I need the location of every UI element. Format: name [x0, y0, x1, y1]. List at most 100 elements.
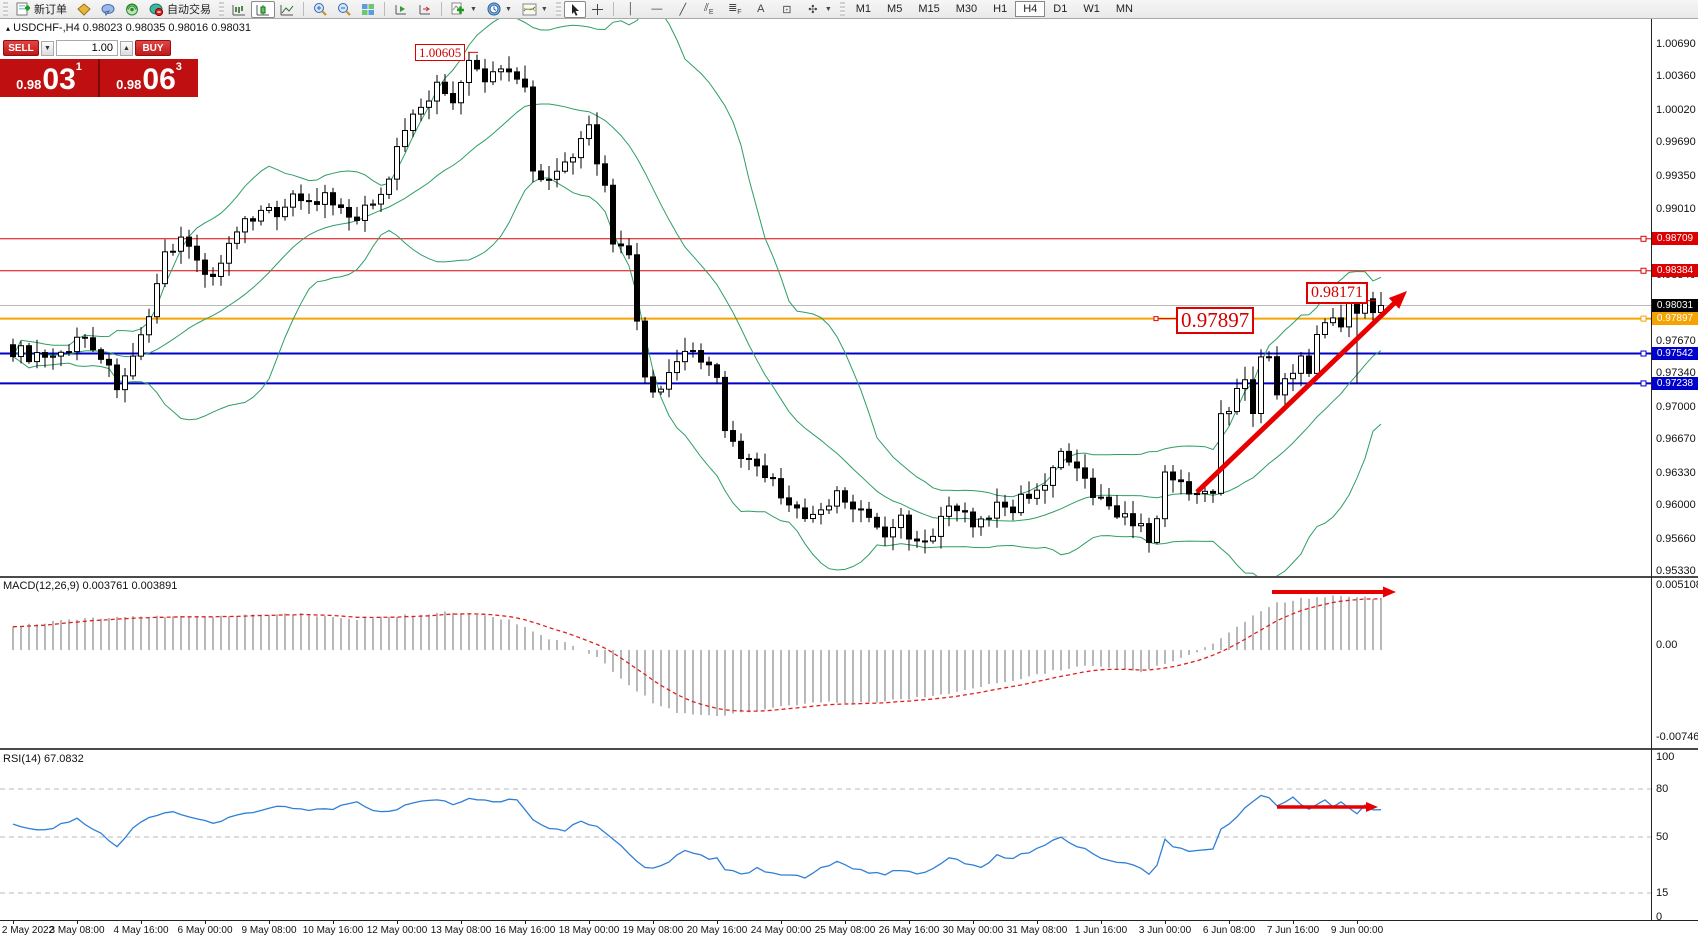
- periods-button[interactable]: ▼: [482, 1, 517, 18]
- volume-input[interactable]: [56, 40, 118, 56]
- swing-high-label[interactable]: 1.00605: [415, 44, 466, 61]
- line-chart-button[interactable]: [275, 1, 299, 18]
- profile-button[interactable]: [72, 1, 96, 18]
- time-label: 25 May 08:00: [814, 925, 876, 936]
- candle-chart-button[interactable]: [251, 0, 275, 18]
- vline-icon: │: [627, 3, 635, 15]
- cursor-icon: [571, 3, 579, 16]
- text-tool-button[interactable]: A: [748, 1, 774, 18]
- bollinger-upper-band: [12, 19, 1382, 498]
- arrows-tool-button[interactable]: ✣ ▼: [800, 1, 837, 18]
- zoom-out-button[interactable]: [332, 1, 356, 18]
- time-tick: [461, 921, 462, 924]
- time-axis[interactable]: 2 May 2022 3 May 08:00 4 May 16:00 6 May 00…: [0, 920, 1698, 940]
- autotrade-button[interactable]: 自动交易: [144, 1, 216, 18]
- pivot-price-label[interactable]: 0.97897: [1176, 307, 1255, 334]
- cursor-tool-button[interactable]: [563, 0, 586, 18]
- candle: [90, 337, 96, 351]
- volume-down-button[interactable]: ▼: [41, 40, 54, 56]
- timeframe-mn[interactable]: MN: [1115, 3, 1133, 15]
- level-badge-0.97238: 0.97238: [1652, 376, 1698, 390]
- indicators-button[interactable]: ▼: [446, 1, 482, 18]
- candle: [1170, 471, 1176, 481]
- timeframe-m15[interactable]: M15: [918, 3, 940, 15]
- candle: [274, 206, 280, 218]
- candle: [890, 527, 896, 538]
- timeframe-m1[interactable]: M1: [855, 3, 872, 15]
- rsi-separator[interactable]: [0, 748, 1698, 750]
- candle: [186, 236, 192, 247]
- candle: [218, 262, 224, 277]
- buy-button[interactable]: BUY: [135, 40, 171, 56]
- buy-price[interactable]: 0.98 06 3: [100, 59, 198, 97]
- volume-up-button[interactable]: ▲: [120, 40, 133, 56]
- candle: [266, 206, 272, 211]
- candle: [970, 511, 976, 528]
- crosshair-tool-button[interactable]: [586, 1, 609, 18]
- candle: [194, 245, 200, 261]
- candle: [338, 204, 344, 208]
- time-label: 2 May 2022: [1, 925, 55, 936]
- candle: [514, 71, 520, 80]
- candle: [954, 505, 960, 512]
- symbol-timeframe: USDCHF-,H4: [13, 22, 80, 34]
- label-tool-button[interactable]: ⊡: [774, 1, 800, 18]
- macd-separator[interactable]: [0, 576, 1698, 578]
- sell-button[interactable]: SELL: [3, 40, 39, 56]
- candle: [66, 351, 72, 354]
- candle: [1098, 496, 1104, 499]
- candle: [834, 490, 840, 507]
- vline-tool-button[interactable]: │: [618, 1, 644, 18]
- price-tick: 0.97000: [1656, 400, 1696, 413]
- trend-arrow-shaft[interactable]: [1195, 300, 1397, 494]
- sell-price-sup: 1: [75, 61, 82, 73]
- new-order-button[interactable]: 新订单: [11, 1, 72, 18]
- timeframe-m30[interactable]: M30: [955, 3, 978, 15]
- timeframe-m5[interactable]: M5: [887, 3, 903, 15]
- time-label: 7 Jun 16:00: [1266, 925, 1320, 936]
- candle: [1050, 467, 1056, 486]
- timeframe-d1[interactable]: D1: [1053, 3, 1068, 15]
- target-price-label[interactable]: 0.98171: [1306, 282, 1368, 304]
- timeframe-h4[interactable]: H4: [1015, 1, 1046, 17]
- bar-chart-button[interactable]: [227, 1, 251, 18]
- time-tick: [525, 921, 526, 924]
- price-axis-line: [1651, 19, 1652, 920]
- timeframe-h1[interactable]: H1: [993, 3, 1008, 15]
- price-tick: 0.97670: [1656, 334, 1696, 347]
- signal-button[interactable]: [120, 1, 144, 18]
- auto-scroll-button[interactable]: [389, 1, 413, 18]
- trendline-tool-button[interactable]: ╱: [670, 1, 696, 18]
- time-tick: [205, 921, 206, 924]
- chart-shift-button[interactable]: [413, 1, 437, 18]
- time-tick: [1101, 921, 1102, 924]
- candle: [962, 510, 968, 513]
- zoom-in-button[interactable]: [308, 1, 332, 18]
- time-label: 9 Jun 00:00: [1330, 925, 1384, 936]
- price-chart-surface[interactable]: [0, 19, 1651, 576]
- channel-tool-button[interactable]: ⫽E: [696, 1, 722, 18]
- time-tick: [653, 921, 654, 924]
- candle: [674, 361, 680, 374]
- price-tick: 0.95660: [1656, 532, 1696, 545]
- toolbar-grip[interactable]: [3, 2, 8, 16]
- templates-button[interactable]: ▼: [517, 1, 553, 18]
- sell-price[interactable]: 0.98 03 1: [0, 59, 98, 97]
- hline-tool-button[interactable]: —: [644, 1, 670, 18]
- candle: [922, 540, 928, 543]
- buy-price-sup: 3: [175, 61, 182, 73]
- channel-icon: ⫽E: [704, 1, 714, 17]
- timeframe-w1[interactable]: W1: [1083, 3, 1100, 15]
- macd-surface[interactable]: [0, 578, 1651, 748]
- candle: [202, 259, 208, 275]
- fibonacci-tool-button[interactable]: ≣F: [722, 1, 748, 18]
- candle: [1042, 484, 1048, 491]
- ohlc-values: 0.98023 0.98035 0.98016 0.98031: [82, 22, 251, 34]
- rsi-surface[interactable]: [0, 750, 1651, 920]
- bar-chart-icon: [232, 4, 245, 15]
- tile-windows-button[interactable]: [356, 1, 380, 18]
- rsi-tick: 0: [1656, 911, 1663, 923]
- candle: [810, 513, 816, 520]
- candle: [1338, 317, 1344, 328]
- mail-button[interactable]: [96, 1, 120, 18]
